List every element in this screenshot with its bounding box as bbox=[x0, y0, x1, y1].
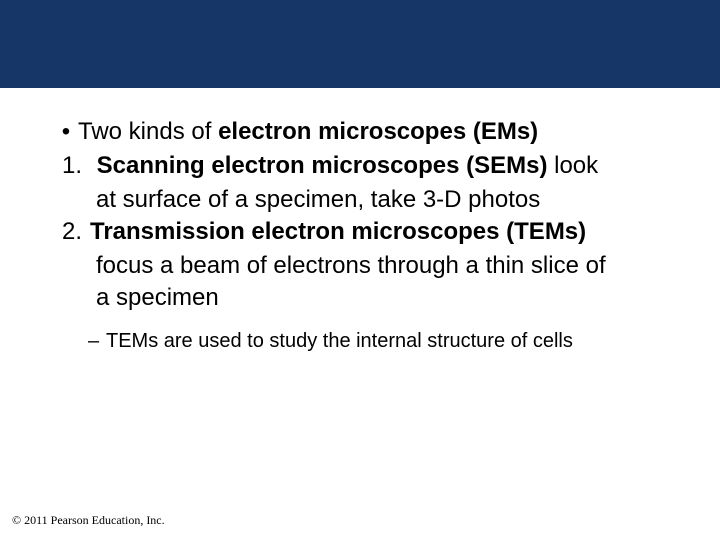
intro-bold: electron microscopes (EMs) bbox=[218, 118, 538, 145]
item2-text1: Transmission electron microscopes (TEMs) bbox=[90, 216, 586, 248]
dash-icon: – bbox=[88, 328, 106, 354]
intro-prefix: Two kinds of bbox=[78, 118, 218, 145]
item2-bold: Transmission electron microscopes (TEMs) bbox=[90, 218, 586, 245]
item2-text2: focus a beam of electrons through a thin… bbox=[96, 252, 606, 279]
sub-bullet-line: – TEMs are used to study the internal st… bbox=[32, 328, 688, 354]
bullet-intro-line: Two kinds of electron microscopes (EMs) bbox=[32, 116, 688, 148]
item1-text2: at surface of a specimen, take 3-D photo… bbox=[96, 186, 540, 213]
item2-text3: a specimen bbox=[96, 284, 219, 311]
item1-bold: Scanning electron microscopes (SEMs) bbox=[97, 152, 554, 179]
header-bar bbox=[0, 0, 720, 88]
item2-number: 2. bbox=[54, 216, 90, 248]
copyright-text: © 2011 Pearson Education, Inc. bbox=[12, 513, 165, 528]
bullet-disc-icon bbox=[54, 116, 78, 148]
item1-tail: look bbox=[554, 152, 598, 179]
slide-content: Two kinds of electron microscopes (EMs) … bbox=[0, 88, 720, 354]
item1-line2: at surface of a specimen, take 3-D photo… bbox=[32, 184, 688, 216]
item2-line3: a specimen bbox=[32, 282, 688, 314]
item2-line2: focus a beam of electrons through a thin… bbox=[32, 250, 688, 282]
item1-number: 1. bbox=[54, 150, 90, 182]
item2-line1: 2. Transmission electron microscopes (TE… bbox=[32, 216, 688, 248]
item1-line1: 1. Scanning electron microscopes (SEMs) … bbox=[32, 150, 688, 182]
item1-text1: Scanning electron microscopes (SEMs) loo… bbox=[90, 150, 598, 182]
bullet-intro-text: Two kinds of electron microscopes (EMs) bbox=[78, 116, 538, 148]
sub-text: TEMs are used to study the internal stru… bbox=[106, 328, 573, 354]
